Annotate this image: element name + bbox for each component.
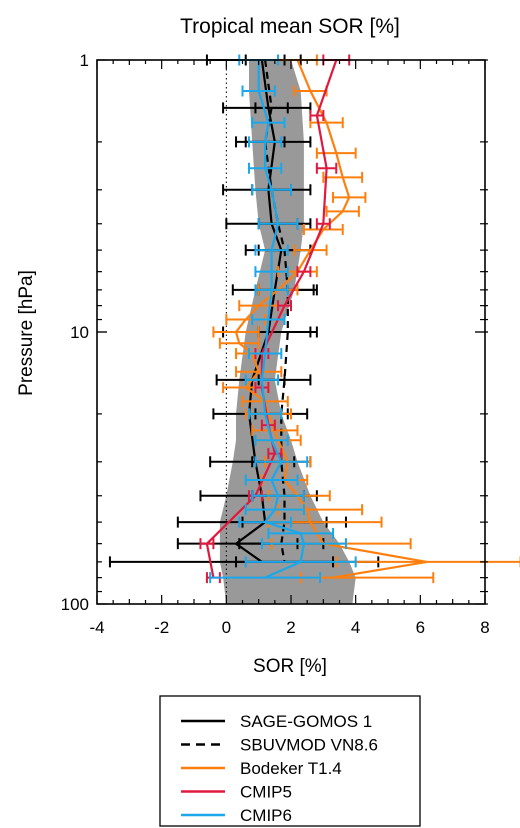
y-tick-label: 100 (61, 595, 89, 614)
y-axis-label: Pressure [hPa] (16, 270, 37, 396)
series-line (234, 59, 428, 579)
x-axis-label: SOR [%] (253, 656, 327, 677)
chart-title: Tropical mean SOR [%] (180, 15, 400, 38)
series-4 (209, 54, 357, 584)
x-tick-label: -4 (89, 618, 104, 637)
plot-area (108, 54, 520, 604)
legend-label: SBUVMOD VN8.6 (240, 736, 378, 755)
x-tick-label: 2 (286, 618, 295, 637)
legend: SAGE-GOMOS 1 SBUVMOD VN8.6 Bodeker T1.4 CMI… (159, 695, 421, 827)
legend-label: Bodeker T1.4 (240, 759, 342, 778)
legend-box (159, 695, 421, 827)
y-tick-label: 10 (70, 323, 89, 342)
series-line (264, 59, 289, 563)
axes: -4 -2 0 2 4 6 8 1 10 100 (61, 51, 490, 637)
x-tick-label: 4 (351, 618, 360, 637)
x-tick-label: 8 (480, 618, 489, 637)
series-line (257, 60, 305, 579)
x-tick-label: 6 (416, 618, 425, 637)
legend-label: CMIP5 (240, 783, 292, 802)
legend-label: SAGE-GOMOS 1 (240, 712, 372, 731)
x-tick-label: 0 (222, 618, 231, 637)
x-tick-label: -2 (154, 618, 169, 637)
y-tick-label: 1 (80, 51, 89, 70)
legend-label: CMIP6 (240, 806, 292, 825)
spread-band (219, 60, 356, 604)
